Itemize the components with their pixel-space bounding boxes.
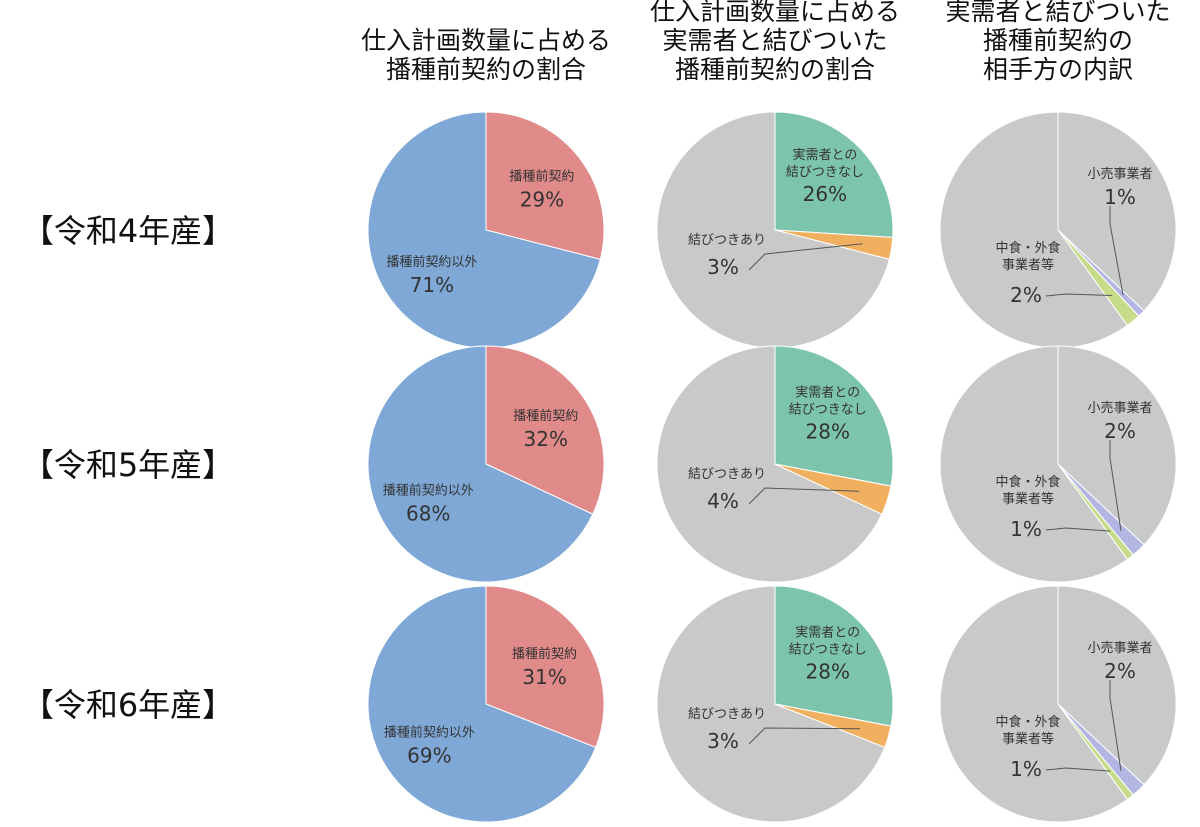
- column-title-line: 播種前契約の: [983, 26, 1133, 55]
- slice-label-name: 結びつきなし: [789, 402, 867, 417]
- pie-slice: [1057, 585, 1177, 786]
- slice-label-value: 1%: [1010, 757, 1042, 781]
- leader-line: [1109, 440, 1122, 532]
- slice-label-name: 中食・外食: [995, 240, 1060, 256]
- slice-label-name: 播種前契約以外: [383, 483, 474, 499]
- pie-slice: [656, 585, 886, 823]
- slice-label-name: 中食・外食: [995, 474, 1060, 490]
- pie-slice: [367, 585, 597, 823]
- pie-slice: [1057, 111, 1177, 312]
- pie-slice: [485, 345, 605, 515]
- pie-slice: [656, 111, 890, 349]
- slice-label-name: 結びつきなし: [786, 165, 864, 180]
- pie-slice: [1057, 345, 1177, 546]
- slice-label-name: 実需者との: [792, 147, 857, 163]
- slice-label-value: 1%: [1010, 517, 1042, 541]
- pie-slice: [656, 345, 883, 583]
- leader-line: [1109, 680, 1122, 772]
- slice-label-name: 小売事業者: [1087, 166, 1152, 182]
- pie-slice: [939, 585, 1129, 823]
- column-title-line: 相手方の内訳: [983, 55, 1133, 84]
- slice-label-value: 3%: [707, 729, 739, 753]
- row-label: 【令和4年産】: [22, 212, 234, 250]
- slice-label-name: 播種前契約以外: [386, 254, 477, 270]
- pie-slice: [774, 585, 894, 727]
- slice-label-value: 69%: [407, 743, 451, 767]
- column-title-line: 播種前契約の割合: [675, 55, 875, 84]
- slice-label-name: 播種前契約: [513, 408, 578, 424]
- column-title-line: 実需者と結びついた: [945, 0, 1170, 26]
- slice-label-name: 結びつきあり: [688, 233, 766, 248]
- slice-label-name: 事業者等: [1002, 257, 1054, 273]
- slice-label-name: 中食・外食: [995, 714, 1060, 730]
- slice-label-name: 小売事業者: [1087, 400, 1152, 416]
- slice-label-name: 播種前契約以外: [384, 724, 475, 740]
- column-title-line: 実需者と結びついた: [662, 26, 887, 55]
- pie-slice: [774, 111, 894, 238]
- slice-label-value: 2%: [1104, 659, 1136, 683]
- leader-line: [1045, 293, 1113, 297]
- pie-slice: [939, 345, 1129, 583]
- slice-label-value: 3%: [707, 255, 739, 279]
- column-title-line: 播種前契約の割合: [386, 55, 586, 84]
- row-label: 【令和6年産】: [22, 686, 234, 724]
- slice-label-value: 28%: [806, 659, 850, 683]
- slice-label-name: 結びつきあり: [688, 467, 766, 482]
- slice-label-value: 71%: [410, 273, 454, 297]
- column-title-line: 仕入計画数量に占める: [650, 0, 900, 26]
- column-title-line: 仕入計画数量に占める: [361, 26, 611, 55]
- slice-label-value: 26%: [803, 182, 847, 206]
- slice-label-name: 実需者との: [795, 384, 860, 400]
- leader-line: [1045, 767, 1111, 772]
- slice-label-name: 播種前契約: [509, 169, 574, 185]
- slice-label-value: 32%: [524, 427, 568, 451]
- leader-line: [748, 243, 863, 271]
- slice-label-value: 68%: [406, 502, 450, 526]
- slice-label-name: 小売事業者: [1087, 640, 1152, 656]
- row-label: 【令和5年産】: [22, 446, 234, 484]
- pie-slice: [367, 345, 594, 583]
- slice-label-value: 2%: [1010, 283, 1042, 307]
- leader-line: [748, 727, 861, 745]
- slice-label-name: 事業者等: [1002, 731, 1054, 747]
- pie-slice: [485, 111, 605, 260]
- slice-label-value: 28%: [806, 419, 850, 443]
- pie-slice: [367, 111, 601, 349]
- slice-label-value: 4%: [707, 489, 739, 513]
- pie-slice: [774, 345, 894, 487]
- slice-label-name: 実需者との: [795, 624, 860, 640]
- slice-label-name: 事業者等: [1002, 491, 1054, 507]
- slice-label-value: 1%: [1104, 185, 1136, 209]
- pie-slice: [485, 585, 605, 749]
- slice-label-value: 29%: [520, 188, 564, 212]
- slice-label-name: 結びつきなし: [789, 642, 867, 657]
- slice-label-name: 結びつきあり: [688, 707, 766, 722]
- slice-label-name: 播種前契約: [512, 646, 577, 662]
- slice-label-value: 2%: [1104, 419, 1136, 443]
- leader-line: [1045, 527, 1111, 532]
- leader-line: [748, 487, 860, 505]
- leader-line: [1109, 206, 1124, 296]
- slice-label-value: 31%: [522, 665, 566, 689]
